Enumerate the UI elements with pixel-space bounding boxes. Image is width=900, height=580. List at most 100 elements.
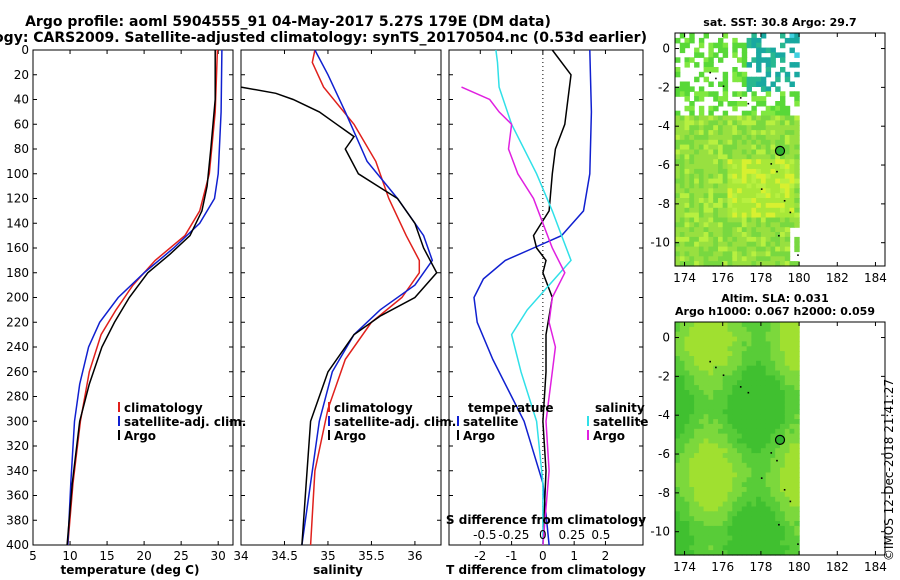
sla-map-cell <box>732 448 738 454</box>
sla-map-cell <box>780 496 786 503</box>
sst-map-cell <box>675 188 681 194</box>
sla-map-cell <box>689 356 695 362</box>
sst-map-cell <box>675 178 681 185</box>
sst-map-cell <box>775 105 781 112</box>
sst-map-cell <box>698 193 705 199</box>
sla-map-cell <box>718 457 724 464</box>
sla-map-cell <box>727 414 733 420</box>
sla-map-cell <box>708 491 714 498</box>
sla-map-cell <box>746 322 752 328</box>
sst-map-cell <box>679 227 686 233</box>
sst-map-cell <box>760 130 767 136</box>
sla-map-cell <box>675 351 681 357</box>
sla-map-xtick-label: 178 <box>749 560 772 574</box>
sst-map-cell <box>770 52 776 58</box>
sla-map-cell <box>708 443 714 449</box>
sst-map-cell <box>713 178 719 185</box>
sst-map-cell <box>780 168 786 175</box>
sla-map-cell <box>751 491 757 498</box>
sla-map-cell <box>746 394 752 401</box>
sst-map-cell <box>684 144 690 151</box>
sst-map-cell <box>727 101 733 107</box>
sst-map-cell <box>746 222 752 228</box>
sla-map-cell <box>746 511 752 517</box>
sst-map-cell <box>713 67 719 73</box>
sla-map-cell <box>689 535 695 542</box>
sla-map-cell <box>718 530 724 537</box>
sla-map-cell <box>794 433 800 440</box>
sla-map-cell <box>751 545 757 551</box>
sla-map-cell <box>732 356 738 362</box>
sst-map-cell <box>713 120 719 126</box>
sst-map-cell <box>718 193 724 199</box>
sla-map-cell <box>689 545 695 551</box>
sst-map-cell <box>727 139 733 146</box>
sla-map-cell <box>684 394 690 401</box>
sst-map-cell <box>775 193 781 199</box>
sst-map-cell <box>694 193 700 199</box>
sla-map-cell <box>689 477 695 483</box>
sla-map-cell <box>732 370 738 376</box>
sla-map-cell <box>698 540 705 546</box>
sla-map-cell <box>775 375 781 381</box>
sla-map-cell <box>727 506 733 512</box>
sla-map-cell <box>675 487 681 493</box>
sla-map-cell <box>703 525 709 532</box>
sla-map-xtick-label: 184 <box>864 560 887 574</box>
sla-map-cell <box>737 423 743 430</box>
sst-map-cell <box>775 222 781 228</box>
sla-map-cell <box>722 365 729 372</box>
sla-map-cell <box>722 331 729 338</box>
sla-map-cell <box>789 487 795 493</box>
sla-map-cell <box>684 530 690 537</box>
sst-map-cell <box>770 178 776 185</box>
sla-map-cell <box>708 457 714 464</box>
sst-map-cell <box>694 52 700 58</box>
sla-map-cell <box>751 423 757 430</box>
sla-map-cell <box>727 423 733 430</box>
sla-map-cell <box>722 380 729 386</box>
sla-map-ytick-label: -10 <box>650 525 670 539</box>
sla-map-cell <box>675 404 681 410</box>
sst-map-cell <box>751 149 757 155</box>
sla-map-cell <box>684 457 690 464</box>
sla-map-cell <box>765 409 772 415</box>
sst-map-cell <box>751 207 757 214</box>
sst-map-cell <box>722 96 729 102</box>
sst-map-cell <box>675 168 681 175</box>
sla-map-cell <box>713 540 719 546</box>
sst-map-cell <box>698 144 705 151</box>
sst-map-cell <box>713 241 719 248</box>
sst-map-cell <box>760 222 767 228</box>
sst-map-cell <box>675 212 681 219</box>
sst-map-cell <box>722 207 729 214</box>
sst-map-cell <box>760 251 767 257</box>
sla-map-cell <box>718 433 724 440</box>
sla-map-cell <box>784 467 791 474</box>
sst-map-cell <box>751 183 757 189</box>
sst-map-cell <box>684 227 690 233</box>
sla-map-cell <box>765 326 772 333</box>
sla-map-cell <box>679 409 686 415</box>
sla-map-cell <box>760 433 767 440</box>
sst-map-cell <box>794 207 800 214</box>
sst-map-cell <box>679 193 686 199</box>
sla-map-cell <box>789 356 795 362</box>
sst-map-cell <box>698 261 705 267</box>
sla-map-cell <box>675 394 681 401</box>
sst-map-cell <box>698 168 705 175</box>
sst-map-cell <box>684 149 690 155</box>
sla-map-cell <box>675 506 681 512</box>
sst-map-cell <box>751 159 757 165</box>
sla-map-cell <box>775 360 781 367</box>
sla-map-cell <box>737 521 743 527</box>
sla-map-cell <box>675 346 681 352</box>
sla-map-cell <box>751 550 757 556</box>
sla-map-cell <box>732 506 738 512</box>
difference-panel: -2 -1 0 1 2S difference from climatology-0.5… <box>446 49 648 577</box>
sla-map-cell <box>775 521 781 527</box>
sla-map-cell <box>789 477 795 483</box>
sla-map-cell <box>713 506 719 512</box>
sst-map-cell <box>718 115 724 121</box>
sla-map-cell <box>732 511 738 517</box>
